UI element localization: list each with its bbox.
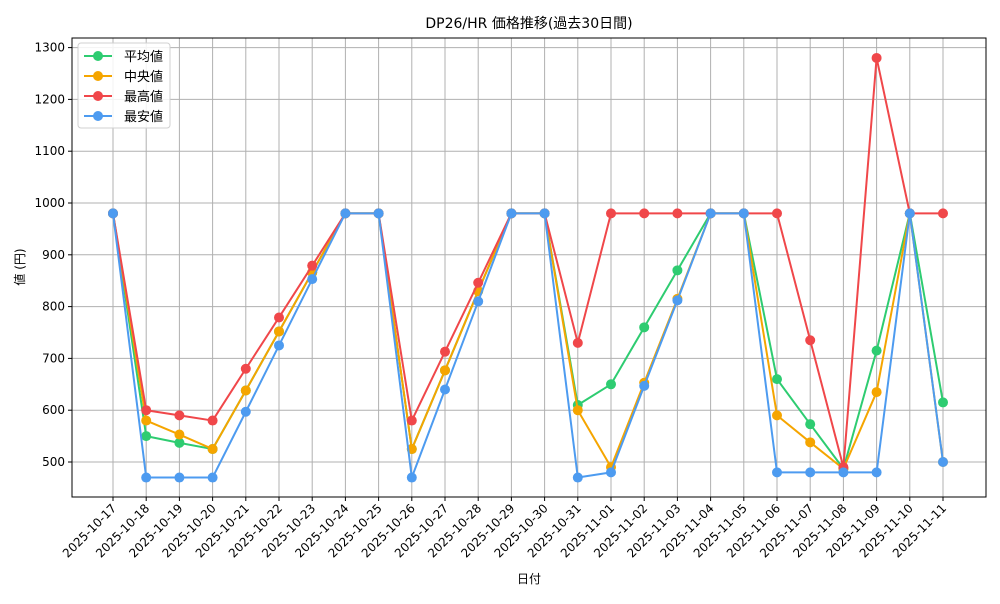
data-point [572, 405, 583, 416]
data-point [373, 208, 384, 219]
data-point [440, 365, 450, 376]
plot-frame [71, 37, 987, 498]
y-axis-label: 値 (円) [12, 248, 27, 285]
data-point [274, 326, 284, 337]
data-point [274, 340, 284, 351]
series-line [108, 208, 948, 483]
data-point [805, 437, 816, 448]
data-point [174, 472, 185, 483]
legend-item: 最安値 [84, 109, 163, 125]
data-point [639, 322, 650, 333]
legend-item: 中央値 [84, 69, 163, 85]
data-point [672, 295, 683, 306]
data-point [938, 208, 948, 219]
data-point [108, 208, 118, 219]
data-point [506, 208, 517, 219]
data-point [174, 437, 185, 448]
series-layer [108, 52, 948, 483]
data-point [772, 374, 782, 385]
data-point [207, 415, 218, 426]
legend-marker-icon [93, 91, 103, 101]
data-point [871, 345, 882, 356]
data-point [440, 384, 450, 395]
y-tick-label: 1200 [34, 92, 65, 106]
legend-label: 最高値 [124, 89, 163, 105]
data-point [672, 265, 683, 276]
data-point [871, 52, 882, 63]
data-point [307, 274, 318, 285]
data-point [904, 208, 915, 219]
data-point [240, 363, 251, 374]
data-point [572, 472, 583, 483]
data-point [207, 472, 218, 483]
data-point [772, 467, 782, 478]
data-point [938, 457, 948, 467]
legend-box [77, 42, 171, 129]
data-point [871, 387, 882, 398]
data-point [805, 467, 816, 478]
data-point [639, 380, 650, 391]
data-point [174, 429, 185, 440]
y-tick-label: 800 [42, 300, 65, 314]
y-axis: 500 600 700 800 900 1000 1100 1200 1300 [34, 41, 72, 469]
data-point [639, 208, 650, 219]
legend-marker-icon [93, 71, 103, 81]
data-point [606, 208, 616, 219]
data-point [938, 397, 948, 408]
data-point [174, 410, 185, 421]
data-point [141, 415, 152, 426]
data-point [672, 208, 683, 219]
y-tick-label: 500 [42, 455, 65, 469]
y-tick-label: 1000 [34, 196, 65, 210]
legend-marker-icon [93, 111, 103, 121]
data-point [572, 337, 583, 348]
data-point [473, 296, 484, 307]
legend-label: 中央値 [124, 69, 163, 85]
x-axis: 2025-10-172025-10-182025-10-192025-10-20… [60, 497, 949, 560]
x-axis-label: 日付 [517, 572, 541, 586]
data-point [406, 472, 417, 483]
data-point [805, 419, 816, 430]
data-point [141, 405, 152, 416]
legend-item: 最高値 [84, 89, 163, 105]
y-tick-label: 900 [42, 248, 65, 262]
data-point [340, 208, 351, 219]
data-point [772, 410, 782, 421]
data-point [772, 208, 782, 219]
chart-title: DP26/HR 価格推移(過去30日間) [425, 16, 632, 32]
data-point [738, 208, 749, 219]
legend-label: 平均値 [124, 49, 163, 65]
data-point [141, 472, 152, 483]
data-point [838, 467, 849, 478]
data-point [871, 467, 882, 478]
data-point [240, 385, 251, 396]
data-point [705, 208, 716, 219]
data-point [805, 335, 816, 346]
data-point [240, 406, 251, 417]
y-tick-label: 1300 [34, 41, 65, 55]
data-point [274, 312, 284, 323]
y-tick-label: 1100 [34, 144, 65, 158]
data-point [606, 467, 616, 478]
legend-item: 平均値 [84, 49, 163, 65]
legend-marker-icon [93, 51, 103, 61]
data-point [440, 346, 450, 357]
data-point [141, 431, 152, 442]
data-point [406, 415, 417, 426]
data-point [473, 277, 484, 288]
y-tick-label: 700 [42, 351, 65, 365]
y-tick-label: 600 [42, 403, 65, 417]
data-point [307, 260, 318, 271]
data-point [539, 208, 550, 219]
data-point [606, 379, 616, 390]
grid-lines [72, 38, 986, 497]
legend-label: 最安値 [124, 109, 163, 125]
data-point [207, 444, 218, 455]
